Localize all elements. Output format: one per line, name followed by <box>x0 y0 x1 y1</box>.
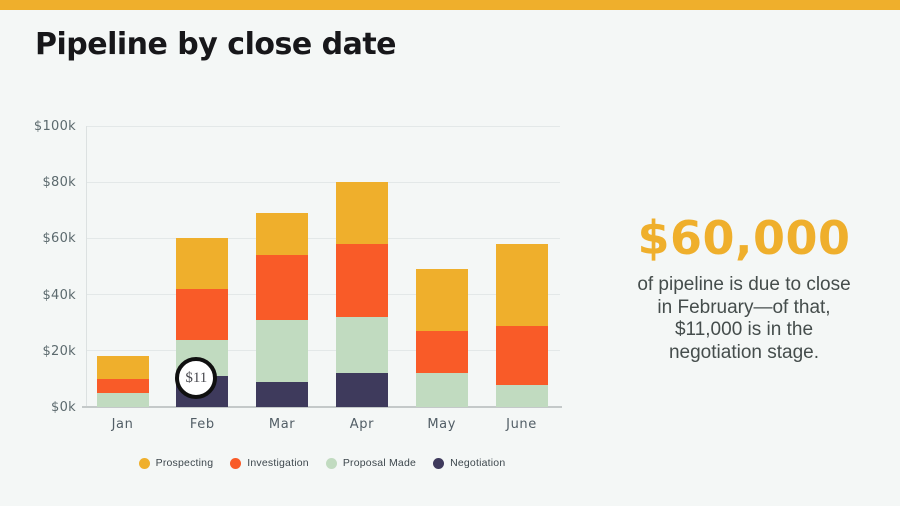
legend-label: Prospecting <box>155 457 214 469</box>
x-axis-label-may: May <box>427 417 457 432</box>
bar-segment-investigation-mar <box>256 255 309 320</box>
legend-item-investigation: Investigation <box>230 457 309 469</box>
data-point-badge: $11 <box>175 357 218 400</box>
bar-segment-prospecting-may <box>415 269 468 332</box>
y-axis-tick-label: $100k <box>33 119 76 134</box>
bar-segment-negotiation-apr <box>335 373 388 407</box>
y-axis-tick-label: $60k <box>42 231 76 247</box>
bar-segment-proposal-made-mar <box>256 319 309 382</box>
page-title: Pipeline by close date <box>35 27 397 62</box>
callout-line: negotiation stage. <box>668 341 819 363</box>
bar-segment-investigation-may <box>415 331 468 374</box>
callout-line: in February—of that, <box>657 296 831 318</box>
bar-segment-prospecting-jan <box>96 356 149 379</box>
gridline <box>86 350 560 352</box>
bar-segment-proposal-made-jan <box>96 392 149 407</box>
bar-segment-negotiation-mar <box>256 381 309 407</box>
bar-segment-prospecting-june <box>495 244 548 326</box>
chart-legend: Prospecting Investigation Proposal Made Neg… <box>82 457 562 469</box>
callout-line: $11,000 is in the <box>674 319 814 340</box>
x-axis-label-mar: Mar <box>268 417 296 432</box>
y-axis-tick-label: $80k <box>42 175 76 191</box>
x-axis-label-jan: Jan <box>111 417 134 432</box>
y-axis-line <box>86 126 87 407</box>
bar-segment-investigation-feb <box>176 288 229 340</box>
legend-item-prospecting: Prospecting <box>138 457 214 469</box>
bar-segment-prospecting-apr <box>335 182 388 244</box>
y-axis-tick-label: $0k <box>51 400 76 415</box>
gridline <box>86 294 560 296</box>
y-axis-tick-label: $20k <box>42 343 76 359</box>
legend-label: Negotiation <box>450 457 506 469</box>
x-axis-label-apr: Apr <box>349 417 375 432</box>
bar-segment-investigation-june <box>495 325 548 385</box>
legend-label: Investigation <box>247 457 309 469</box>
x-axis-label-june: June <box>506 417 537 432</box>
bar-segment-prospecting-mar <box>256 213 309 256</box>
callout-headline: $60,000 <box>637 211 851 265</box>
bar-segment-investigation-jan <box>96 378 149 393</box>
gridline <box>86 181 560 183</box>
x-axis-line <box>82 406 562 408</box>
legend-swatch-icon <box>230 457 242 469</box>
bar-segment-investigation-apr <box>335 244 388 318</box>
bar-segment-proposal-made-june <box>495 384 548 407</box>
callout-text: of pipeline is due to close in February—… <box>608 274 880 364</box>
legend-label: Proposal Made <box>342 457 417 469</box>
x-axis-label-feb: Feb <box>189 417 215 432</box>
top-accent-bar <box>0 0 900 10</box>
legend-swatch-icon <box>325 457 337 469</box>
gridline <box>86 125 560 127</box>
pipeline-stacked-bar-chart: $100k $80k $60k $40k $20k $0k Jan Feb Mar Apr May J… <box>33 119 562 469</box>
legend-swatch-icon <box>433 457 445 469</box>
y-axis-tick-label: $40k <box>42 287 76 303</box>
gridline <box>86 237 560 239</box>
bar-segment-proposal-made-may <box>415 373 468 407</box>
bar-segment-prospecting-feb <box>176 238 229 289</box>
legend-swatch-icon <box>138 457 150 469</box>
callout-line: of pipeline is due to close <box>637 274 851 295</box>
legend-item-proposal-made: Proposal Made <box>325 457 417 469</box>
legend-item-negotiation: Negotiation <box>433 457 505 469</box>
callout-panel: $60,000 of pipeline is due to close in F… <box>608 212 880 364</box>
bar-segment-proposal-made-apr <box>335 317 388 374</box>
